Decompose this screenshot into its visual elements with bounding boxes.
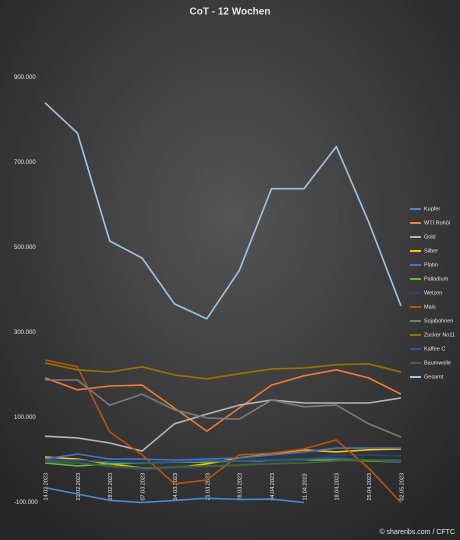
legend-label: Weizen — [424, 290, 442, 296]
legend-label: Gold — [424, 234, 436, 240]
series-line — [44, 359, 402, 504]
legend-label: Sojabohnen — [424, 318, 453, 324]
x-tick-label: 04.04.2023 — [270, 473, 276, 501]
y-tick-label: 300.000 — [14, 330, 36, 336]
x-tick-label: 14.03.2023 — [173, 473, 179, 501]
series-line — [44, 369, 402, 432]
x-tick-label: 28.02.2023 — [108, 473, 114, 501]
legend-label: Kupfer — [424, 206, 440, 212]
legend-label: Silber — [424, 248, 438, 254]
y-tick-label: 700.000 — [14, 160, 36, 166]
y-tick-label: 500.000 — [14, 245, 36, 251]
legend-label: Baumwolle — [424, 360, 451, 366]
series-line — [44, 362, 402, 380]
series-line — [44, 486, 304, 504]
x-tick-label: 18.04.2023 — [335, 473, 341, 501]
legend-label: Gesamt — [424, 374, 444, 380]
series-line — [45, 379, 402, 438]
series-line — [45, 457, 402, 464]
chart-title: CoT - 12 Wochen — [190, 7, 271, 18]
y-tick-label: 900.000 — [14, 75, 36, 81]
series-line — [44, 459, 401, 469]
x-tick-label: 21.03.2023 — [205, 473, 211, 501]
legend-label: Kaffee C — [424, 346, 445, 352]
series-line — [44, 102, 402, 320]
x-tick-label: 11.04.2023 — [302, 473, 308, 500]
legend-label: Platin — [424, 262, 438, 268]
x-tick-label: 21.02.2023 — [76, 473, 82, 501]
y-tick-label: 100.000 — [14, 415, 36, 421]
x-tick-label: 07.03.2023 — [141, 473, 147, 501]
x-tick-label: 28.03.2023 — [238, 473, 244, 501]
source: © shareribs.com / CFTC — [379, 528, 455, 536]
x-tick-label: 02.05.2023 — [399, 473, 405, 501]
x-tick-label: 25.04.2023 — [367, 473, 373, 501]
series-line — [44, 397, 402, 452]
legend-label: Zucker No11 — [424, 332, 455, 338]
y-tick-label: -100.000 — [14, 500, 38, 506]
legend-label: Mais — [424, 304, 436, 310]
series-line — [44, 447, 401, 461]
legend-label: WTI Rohöl — [424, 220, 450, 226]
x-tick-label: 14.02.2023 — [43, 473, 49, 501]
legend-label: Palladium — [424, 276, 449, 282]
